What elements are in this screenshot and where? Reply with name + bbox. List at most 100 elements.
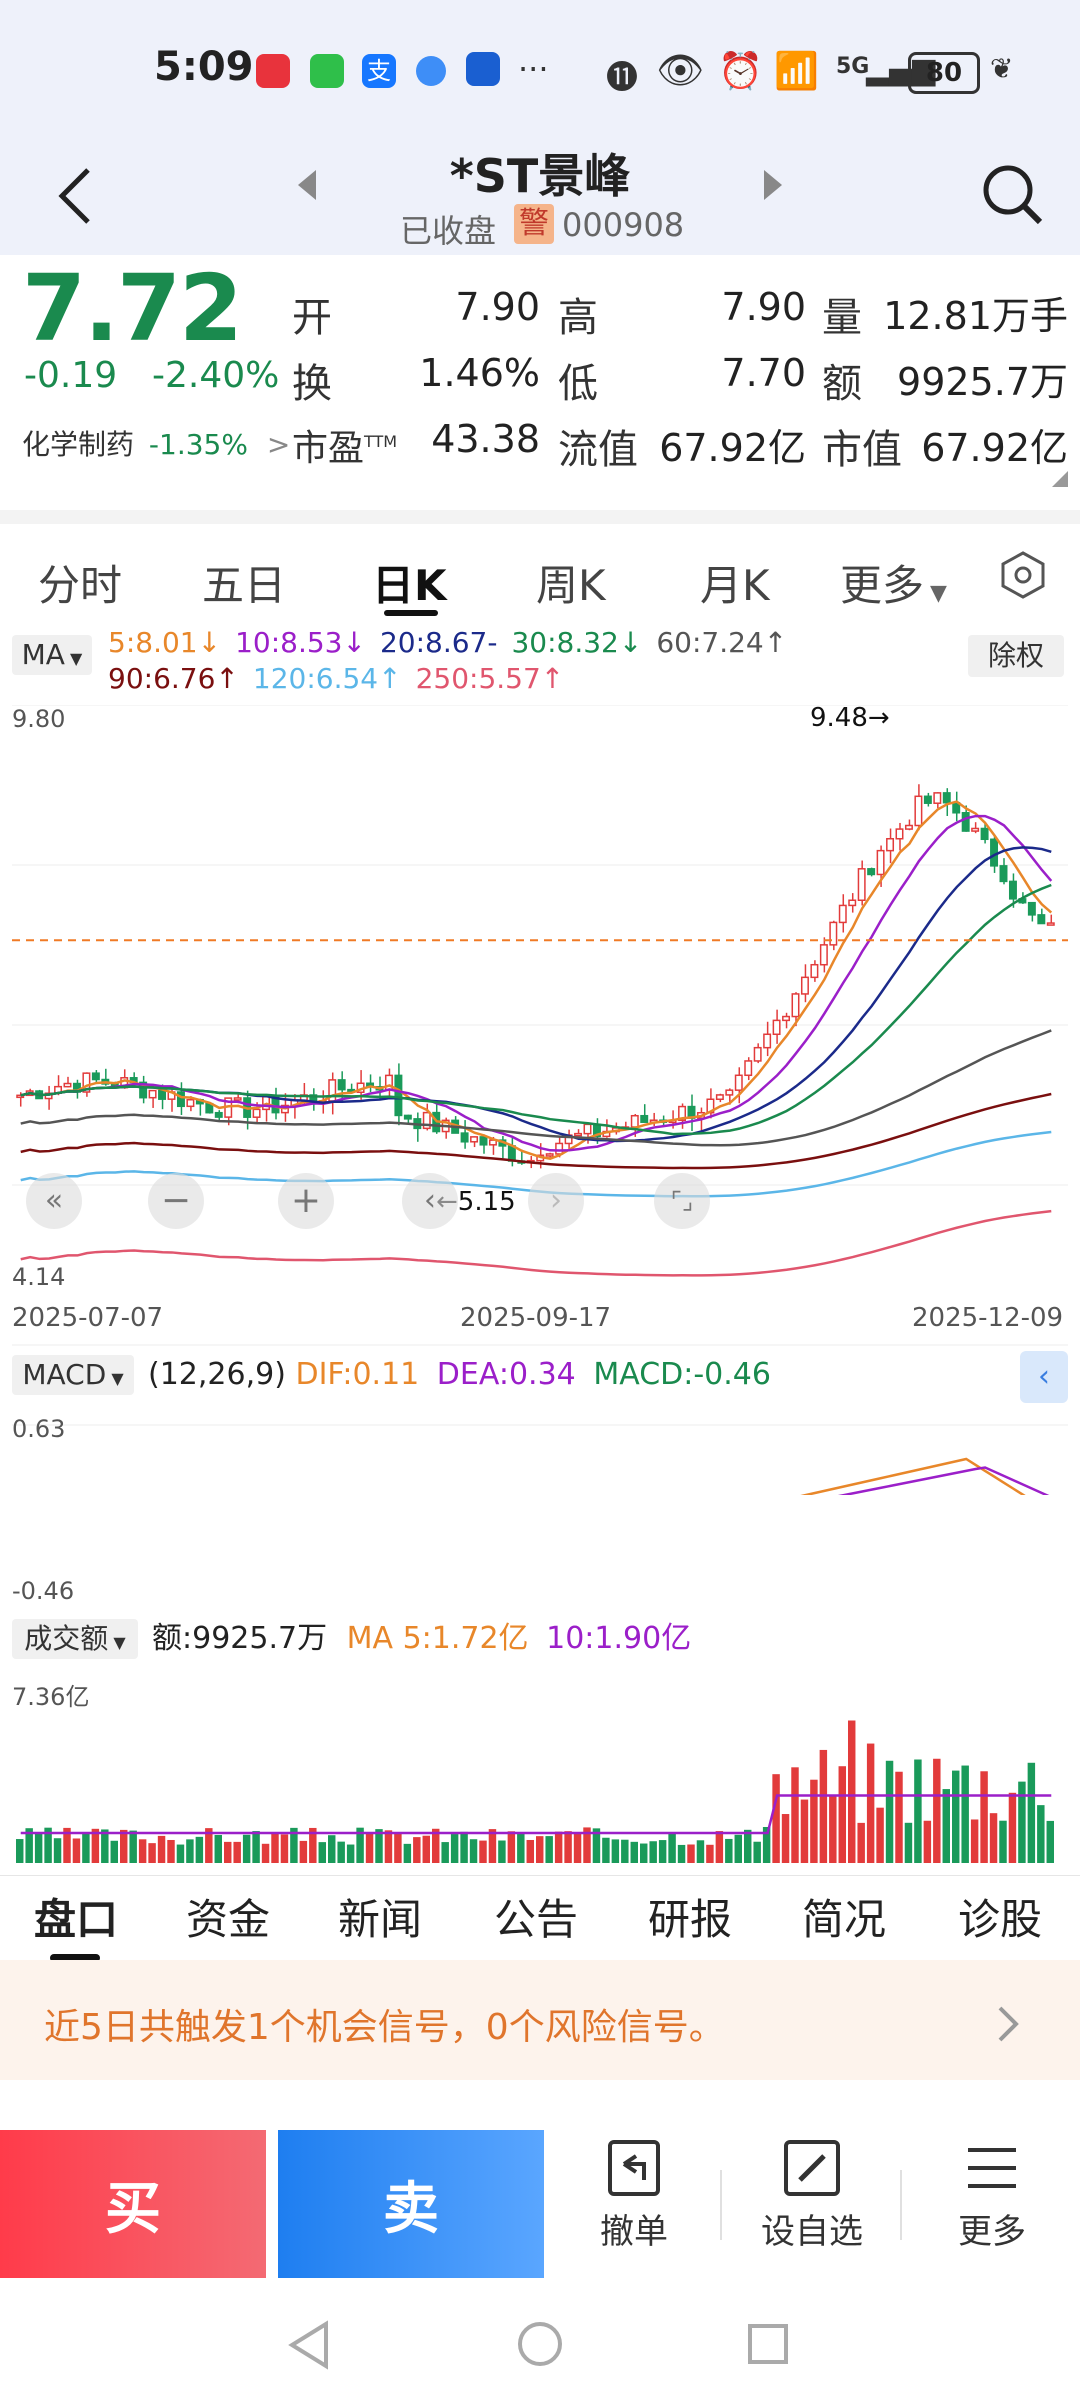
zoom-out-icon[interactable]: −: [148, 1173, 204, 1229]
volume-bar: [224, 1841, 232, 1863]
volume-bar: [706, 1844, 714, 1863]
volume-bar: [583, 1827, 591, 1863]
volume-bar: [432, 1828, 440, 1863]
candle-body: [715, 1094, 724, 1101]
tab-diagnosis[interactable]: 诊股: [958, 1895, 1043, 1944]
ma-legend-item: 30:8.32↓: [511, 626, 643, 659]
volume-bar: [450, 1834, 459, 1863]
tab-daily-k[interactable]: 日K: [372, 561, 447, 610]
add-watchlist-label: 设自选: [761, 2212, 863, 2252]
candle-body: [1037, 914, 1046, 925]
nav-recents-icon[interactable]: [746, 2322, 790, 2366]
kline-tabs: 分时 五日 日K 周K 月K 更多 ▼: [0, 510, 1080, 634]
tab-orderbook[interactable]: 盘口: [34, 1895, 119, 1944]
tab-weekly-k[interactable]: 周K: [536, 561, 606, 610]
sector-link[interactable]: 化学制药 -1.35% >: [22, 423, 290, 463]
cancel-order-icon: [608, 2140, 660, 2196]
scroll-left-icon[interactable]: «: [26, 1173, 82, 1229]
search-icon[interactable]: [978, 160, 1048, 230]
status-bar: 5:09 支 ··· ⓫ 👁 ⏰ 📶 5G ▂▄▆ 80 ❦: [0, 0, 1080, 140]
add-watchlist-button[interactable]: 设自选: [732, 2138, 892, 2253]
volume-selector[interactable]: 成交额 ▼: [12, 1619, 138, 1659]
volume-bar: [233, 1841, 241, 1863]
expand-corner-icon[interactable]: [1052, 471, 1068, 487]
tab-announcements[interactable]: 公告: [494, 1895, 579, 1944]
tab-news[interactable]: 新闻: [338, 1895, 423, 1944]
more-actions-button[interactable]: 更多: [912, 2138, 1072, 2253]
ma-legend-item: 10:8.53↓: [235, 626, 366, 659]
volume-chart[interactable]: [0, 1713, 1080, 1873]
chevron-right-icon: [998, 2006, 1019, 2042]
ma-legend-item: 120:6.54↑: [252, 662, 402, 695]
buy-button[interactable]: 买: [0, 2130, 266, 2278]
candle-body: [857, 868, 866, 901]
candle-body: [403, 1114, 412, 1120]
candle-body: [479, 1136, 488, 1146]
sell-button[interactable]: 卖: [278, 2130, 544, 2278]
wechat-icon: [310, 54, 344, 88]
back-icon[interactable]: [54, 164, 94, 228]
caret-down-icon: ▼: [108, 1633, 126, 1652]
volume-bar: [82, 1832, 90, 1863]
fullscreen-icon[interactable]: ⌜⌟: [654, 1173, 710, 1229]
volume-bar: [848, 1720, 856, 1863]
kline-chart[interactable]: [0, 705, 1080, 1495]
step-right-icon[interactable]: ›: [528, 1173, 584, 1229]
macd-selector[interactable]: MACD ▼: [12, 1355, 134, 1395]
nav-home-icon[interactable]: [516, 2320, 564, 2368]
candle-body: [753, 1046, 762, 1062]
zoom-in-icon[interactable]: +: [278, 1173, 334, 1229]
ma-selector[interactable]: MA ▼: [12, 635, 92, 675]
candle-body: [630, 1114, 639, 1128]
divider: [720, 2170, 722, 2240]
volume-bar: [517, 1832, 525, 1863]
volume-bar: [640, 1843, 648, 1863]
candle-body: [895, 828, 904, 840]
adjust-button[interactable]: 除权: [968, 635, 1064, 677]
prev-stock-icon[interactable]: [296, 168, 320, 202]
pe-label: 市盈TTM: [292, 419, 397, 471]
step-left-icon[interactable]: ‹: [402, 1173, 458, 1229]
volume-bar: [677, 1844, 686, 1863]
volume-selector-label: 成交额: [24, 1622, 109, 1655]
candle-body: [961, 812, 970, 832]
volume-bar: [44, 1827, 52, 1863]
volume-bar: [573, 1833, 582, 1863]
tab-profile[interactable]: 简况: [802, 1895, 887, 1944]
volume-bar: [658, 1840, 667, 1863]
next-stock-icon[interactable]: [760, 168, 784, 202]
volume-bar: [72, 1838, 81, 1863]
settings-hexagon-icon[interactable]: [998, 550, 1048, 600]
tab-fund[interactable]: 资金: [186, 1895, 271, 1944]
ma-legend-item: 5:8.01↓: [108, 626, 222, 659]
tab-intraday[interactable]: 分时: [38, 561, 123, 610]
macd-legend: (12,26,9) DIF:0.11 DEA:0.34 MACD:-0.46: [148, 1355, 771, 1395]
volume-bar: [101, 1829, 109, 1863]
tab-five-day[interactable]: 五日: [202, 561, 287, 610]
tab-more[interactable]: 更多 ▼: [840, 552, 947, 613]
cancel-order-button[interactable]: 撤单: [554, 2138, 714, 2253]
price-change-pct: -2.40%: [152, 355, 280, 396]
volume-bar: [328, 1835, 336, 1863]
collapse-panel-icon[interactable]: ‹: [1020, 1351, 1068, 1403]
volume-legend: 额:9925.7万 MA 5:1.72亿 10:1.90亿: [152, 1619, 691, 1659]
pe-label-text: 市盈: [292, 428, 365, 469]
candle-body: [507, 1145, 516, 1162]
volume-bar: [933, 1758, 941, 1863]
signal-banner[interactable]: 近5日共触发1个机会信号，0个风险信号。: [0, 1960, 1080, 2080]
volume-bar: [753, 1841, 761, 1863]
tab-monthly-k[interactable]: 月K: [700, 561, 770, 610]
candle-body: [904, 824, 913, 830]
candle-body: [91, 1072, 100, 1081]
volume-bar: [980, 1771, 988, 1863]
ma-line: [20, 1092, 1052, 1170]
candle-body: [186, 1098, 195, 1108]
volume-bar: [592, 1828, 601, 1863]
ma-line: [20, 1209, 1052, 1277]
tab-research[interactable]: 研报: [648, 1895, 733, 1944]
volume-bar: [970, 1819, 979, 1863]
pe-value: 43.38: [431, 417, 540, 461]
nav-back-icon[interactable]: [286, 2320, 330, 2370]
candle-body: [583, 1123, 592, 1135]
volume-bar: [914, 1759, 922, 1863]
